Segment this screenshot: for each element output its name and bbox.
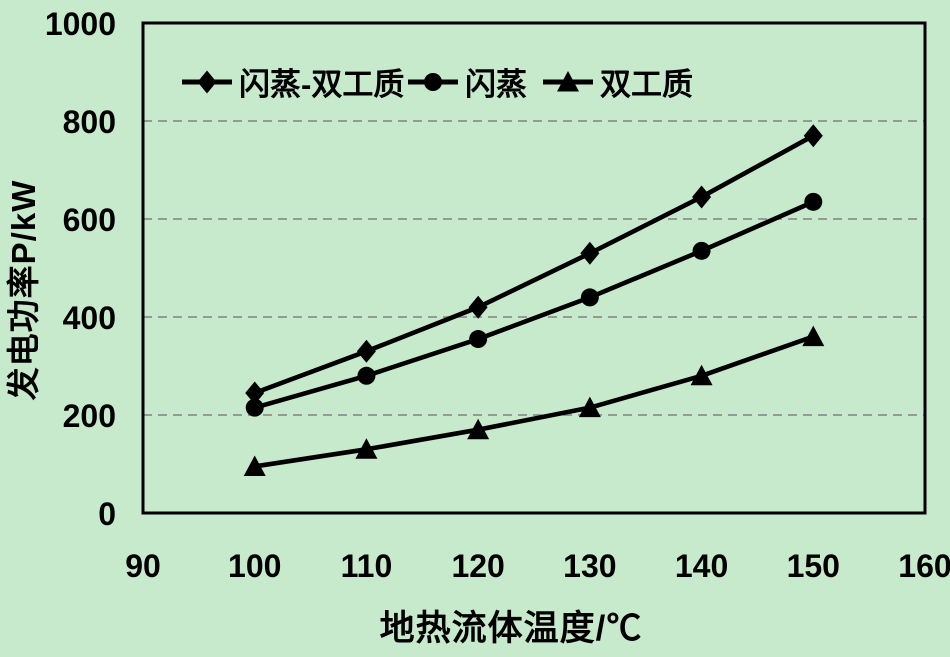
legend-label: 双工质 <box>600 67 693 102</box>
y-tick-label: 1000 <box>45 6 116 42</box>
y-tick-label: 600 <box>63 202 116 238</box>
legend-label: 闪蒸-双工质 <box>239 67 404 102</box>
data-point-triangle-icon <box>802 325 825 347</box>
data-point-diamond-icon <box>468 295 488 319</box>
data-point-diamond-icon <box>803 124 823 148</box>
y-axis-title: 发电功率P/kW <box>5 179 42 401</box>
legend-triangle-icon <box>557 71 579 92</box>
plot-border <box>141 21 927 515</box>
data-point-diamond-icon <box>245 381 265 405</box>
x-tick-label: 130 <box>563 548 616 584</box>
data-point-triangle-icon <box>578 396 601 418</box>
x-tick-label: 100 <box>228 548 281 584</box>
data-point-diamond-icon <box>356 339 376 363</box>
data-point-triangle-icon <box>690 364 713 386</box>
data-point-circle-icon <box>469 330 488 349</box>
legend-diamond-icon <box>197 70 217 94</box>
data-point-diamond-icon <box>580 241 600 265</box>
data-point-circle-icon <box>580 288 599 307</box>
y-tick-label: 0 <box>98 496 116 532</box>
legend-item: 闪蒸 <box>408 67 527 102</box>
data-point-circle-icon <box>692 241 711 260</box>
series-line-3 <box>254 334 815 469</box>
y-tick-label: 800 <box>63 104 116 140</box>
legend-item: 双工质 <box>543 67 693 102</box>
data-point-circle-icon <box>245 398 264 417</box>
data-point-triangle-icon <box>467 418 490 440</box>
legend-item: 闪蒸-双工质 <box>182 67 404 102</box>
series-line-2 <box>254 199 815 410</box>
data-point-circle-icon <box>804 192 823 211</box>
data-point-triangle-icon <box>355 438 378 459</box>
x-tick-label: 110 <box>341 548 393 584</box>
legend-circle-icon <box>424 73 442 91</box>
data-point-circle-icon <box>357 366 376 385</box>
x-tick-label: 160 <box>898 548 950 584</box>
y-tick-label: 200 <box>63 398 116 434</box>
x-tick-label: 150 <box>787 548 840 584</box>
x-tick-label: 120 <box>451 548 504 584</box>
data-point-triangle-icon <box>243 455 266 476</box>
x-tick-label: 90 <box>125 548 161 584</box>
y-tick-label: 400 <box>63 300 116 336</box>
data-point-diamond-icon <box>692 185 712 209</box>
x-axis-title: 地热流体温度/℃ <box>379 609 643 648</box>
series-line-1 <box>253 133 815 396</box>
legend-label: 闪蒸 <box>465 67 527 102</box>
x-tick-label: 140 <box>675 548 728 584</box>
